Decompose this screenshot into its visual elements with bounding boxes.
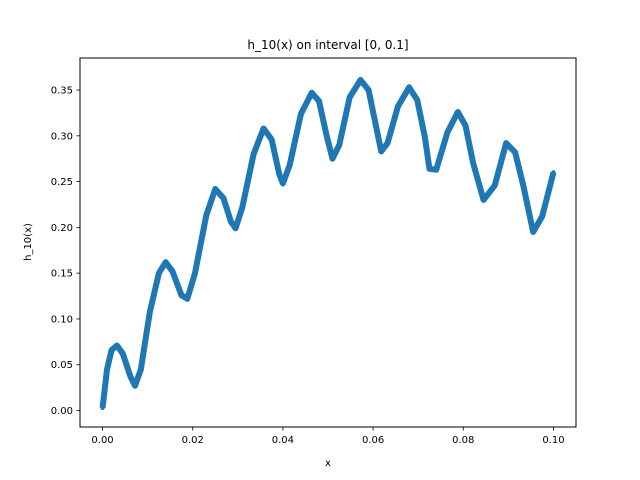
x-tick-label: 0.02 <box>182 435 204 446</box>
data-point <box>280 181 286 186</box>
data-point <box>114 343 120 348</box>
axes-frame <box>79 57 577 428</box>
data-point <box>395 104 401 109</box>
data-point <box>147 309 153 314</box>
y-tick-label: 0.25 <box>51 177 73 188</box>
data-point <box>163 259 168 265</box>
data-point <box>269 137 274 142</box>
data-point <box>128 374 133 379</box>
data-point <box>503 140 509 146</box>
y-tick-label: 0.30 <box>51 131 73 142</box>
data-point <box>539 214 545 219</box>
y-axis-ticks: 0.00 0.05 0.10 0.15 0.20 0.25 0.30 0.35 <box>51 86 80 417</box>
chart-title: h_10(x) on interval [0, 0.1] <box>247 38 408 52</box>
y-tick-label: 0.10 <box>51 314 73 325</box>
data-point <box>138 367 144 372</box>
data-point <box>100 405 105 410</box>
data-point <box>374 127 379 132</box>
data-point <box>185 296 190 302</box>
data-point <box>492 183 498 188</box>
x-tick-label: 0.04 <box>272 435 294 446</box>
data-point <box>109 347 114 353</box>
data-point <box>347 95 352 100</box>
data-point <box>287 162 292 168</box>
data-point <box>204 213 209 218</box>
y-tick-label: 0.15 <box>51 269 73 280</box>
data-point <box>170 269 175 274</box>
data-point <box>213 186 218 192</box>
data-point <box>277 172 282 177</box>
data-point <box>358 77 363 83</box>
data-point <box>330 156 335 161</box>
x-axis-label: x <box>325 458 331 469</box>
data-point <box>104 367 110 372</box>
data-point <box>455 109 461 115</box>
data-point <box>132 383 138 388</box>
y-tick-label: 0.00 <box>51 406 73 417</box>
data-point <box>406 85 412 90</box>
data-point <box>192 270 198 276</box>
data-point <box>551 170 556 175</box>
data-point <box>379 149 384 154</box>
data-point <box>530 229 536 235</box>
data-point <box>366 87 371 93</box>
y-tick-label: 0.05 <box>51 360 73 371</box>
data-point <box>228 219 234 225</box>
data-point <box>481 197 486 203</box>
x-axis-ticks: 0.00 0.02 0.04 0.06 0.08 0.10 <box>91 427 565 446</box>
y-axis-label: h_10(x) <box>23 223 34 261</box>
data-point <box>156 270 162 276</box>
x-tick-label: 0.06 <box>362 435 384 446</box>
y-tick-label: 0.20 <box>51 223 73 234</box>
data-point <box>470 161 476 166</box>
data-point <box>316 98 322 104</box>
data-point <box>512 150 518 155</box>
data-point <box>445 129 450 135</box>
data-point <box>521 183 526 188</box>
data-point <box>324 135 330 140</box>
data-point <box>415 97 420 103</box>
data-point <box>427 166 432 171</box>
x-tick-label: 0.08 <box>452 435 474 446</box>
data-point <box>179 292 184 298</box>
data-point <box>385 140 390 146</box>
x-tick-label: 0.10 <box>542 435 564 446</box>
plot-area <box>99 76 557 410</box>
data-point <box>309 90 314 95</box>
data-point <box>240 205 245 210</box>
data-point <box>422 135 428 140</box>
y-tick-label: 0.35 <box>51 86 73 97</box>
x-tick-label: 0.00 <box>91 435 113 446</box>
data-point <box>120 351 126 356</box>
data-point <box>233 226 238 231</box>
data-point <box>337 142 342 148</box>
data-point <box>221 195 226 201</box>
data-point <box>261 126 266 131</box>
data-point <box>298 111 304 117</box>
data-point <box>434 167 439 172</box>
data-point <box>251 151 256 157</box>
data-point <box>463 123 468 128</box>
